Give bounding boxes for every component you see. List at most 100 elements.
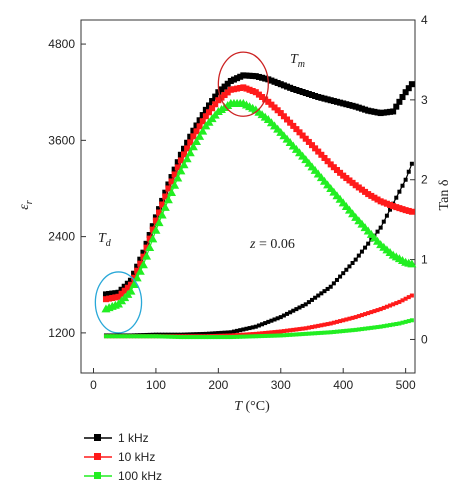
data-point bbox=[291, 327, 296, 332]
data-point bbox=[132, 334, 137, 339]
data-point bbox=[213, 335, 218, 340]
data-point bbox=[222, 335, 227, 340]
data-point bbox=[263, 333, 268, 338]
data-point bbox=[394, 195, 399, 200]
data-point bbox=[113, 334, 118, 339]
data-point bbox=[359, 249, 364, 254]
data-point bbox=[200, 331, 205, 336]
data-point bbox=[247, 332, 252, 337]
y-left-tick-label: 2400 bbox=[48, 230, 75, 244]
data-point bbox=[274, 79, 281, 86]
data-point bbox=[355, 104, 362, 111]
data-point bbox=[209, 105, 216, 112]
data-point bbox=[121, 283, 128, 290]
data-point bbox=[330, 164, 337, 171]
data-point bbox=[381, 305, 386, 310]
data-point bbox=[243, 85, 250, 92]
data-point bbox=[350, 328, 355, 333]
x-tick-label: 0 bbox=[90, 378, 97, 392]
data-point bbox=[275, 329, 280, 334]
data-point bbox=[227, 77, 234, 84]
data-point bbox=[375, 325, 380, 330]
data-point bbox=[181, 151, 188, 158]
data-point bbox=[325, 286, 330, 291]
data-point bbox=[409, 161, 414, 166]
data-point bbox=[407, 259, 417, 268]
data-point bbox=[309, 297, 314, 302]
data-point bbox=[365, 107, 372, 114]
data-point bbox=[199, 118, 206, 125]
data-point bbox=[193, 128, 200, 135]
data-point bbox=[387, 108, 394, 115]
data-point bbox=[249, 88, 256, 95]
data-point bbox=[366, 241, 371, 246]
data-point bbox=[224, 89, 231, 96]
data-point bbox=[396, 98, 403, 105]
data-point bbox=[163, 195, 173, 204]
data-point bbox=[349, 102, 356, 109]
data-point bbox=[394, 322, 399, 327]
data-point bbox=[396, 205, 403, 212]
td-annotation: Td bbox=[98, 231, 112, 249]
data-point bbox=[303, 302, 308, 307]
data-point bbox=[405, 207, 412, 214]
data-point bbox=[219, 335, 224, 340]
data-point bbox=[165, 185, 172, 192]
svg-text:10 kHz: 10 kHz bbox=[118, 450, 155, 464]
data-point bbox=[157, 210, 167, 219]
data-point bbox=[238, 328, 243, 333]
data-point bbox=[150, 334, 155, 339]
data-point bbox=[175, 334, 180, 339]
data-point bbox=[222, 330, 227, 335]
data-point bbox=[240, 84, 247, 91]
y-left-tick-label: 1200 bbox=[48, 326, 75, 340]
data-point bbox=[325, 330, 330, 335]
data-point bbox=[380, 109, 387, 116]
data-point bbox=[131, 270, 138, 277]
data-point bbox=[302, 90, 309, 97]
tm-annotation: Tm bbox=[290, 52, 305, 70]
data-point bbox=[334, 329, 339, 334]
data-point bbox=[390, 203, 397, 210]
data-point bbox=[148, 234, 158, 243]
data-point bbox=[321, 154, 328, 161]
data-point bbox=[190, 133, 197, 140]
data-point bbox=[121, 287, 128, 294]
data-point bbox=[285, 333, 290, 338]
data-point bbox=[194, 332, 199, 337]
data-point bbox=[200, 335, 205, 340]
data-point bbox=[324, 158, 331, 165]
data-point bbox=[272, 333, 277, 338]
data-point bbox=[165, 181, 172, 188]
data-point bbox=[319, 291, 324, 296]
data-point bbox=[187, 139, 194, 146]
data-point bbox=[250, 325, 255, 330]
data-point bbox=[353, 327, 358, 332]
data-point bbox=[284, 116, 291, 123]
data-point bbox=[397, 321, 402, 326]
series-tan-10-khz bbox=[103, 293, 414, 339]
data-point bbox=[388, 207, 393, 212]
data-point bbox=[268, 77, 275, 84]
data-point bbox=[312, 93, 319, 100]
data-point bbox=[287, 119, 294, 126]
data-point bbox=[237, 84, 244, 91]
data-point bbox=[327, 97, 334, 104]
data-point bbox=[272, 330, 277, 335]
data-point bbox=[188, 142, 198, 151]
legend-item-10khz: 10 kHz bbox=[84, 450, 155, 464]
data-point bbox=[196, 117, 203, 124]
data-point bbox=[402, 207, 409, 214]
data-point bbox=[119, 334, 124, 339]
data-point bbox=[212, 93, 219, 100]
data-point bbox=[194, 335, 199, 340]
data-point bbox=[325, 322, 330, 327]
data-point bbox=[185, 335, 190, 340]
data-point bbox=[305, 91, 312, 98]
data-point bbox=[162, 193, 169, 200]
data-point bbox=[308, 142, 315, 149]
data-point bbox=[278, 333, 283, 338]
data-point bbox=[277, 110, 284, 117]
data-point bbox=[347, 328, 352, 333]
data-point bbox=[115, 289, 122, 296]
